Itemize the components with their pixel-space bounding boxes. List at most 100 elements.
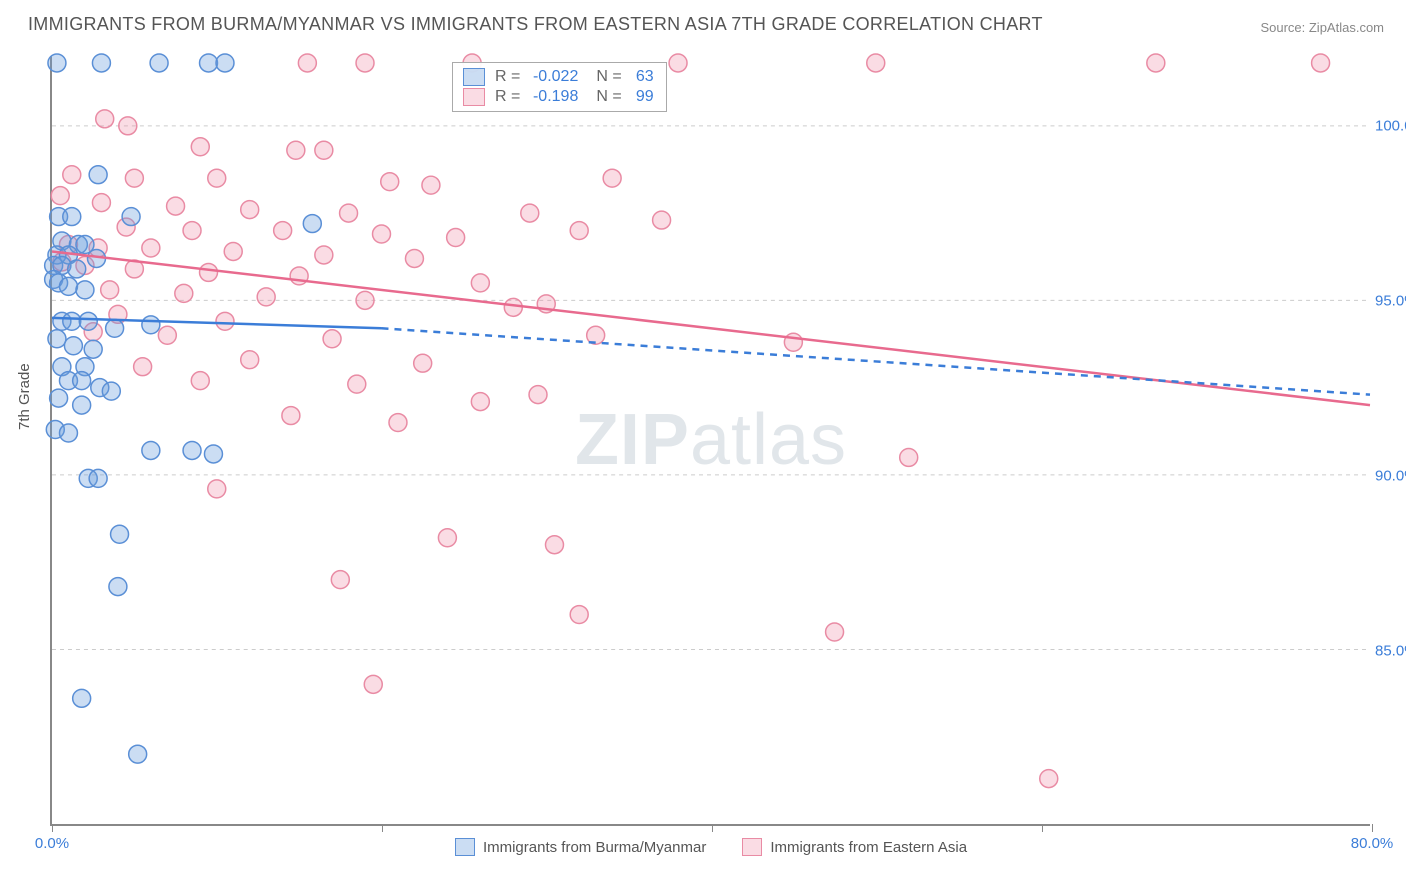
data-point bbox=[106, 319, 124, 337]
data-point bbox=[504, 298, 522, 316]
data-point bbox=[241, 201, 259, 219]
data-point bbox=[303, 215, 321, 233]
data-point bbox=[76, 281, 94, 299]
x-tick bbox=[52, 824, 53, 832]
data-point bbox=[101, 281, 119, 299]
data-point bbox=[79, 312, 97, 330]
data-point bbox=[142, 239, 160, 257]
x-tick bbox=[1042, 824, 1043, 832]
data-point bbox=[900, 448, 918, 466]
regression-line bbox=[382, 328, 1371, 394]
data-point bbox=[224, 243, 242, 261]
x-tick bbox=[382, 824, 383, 832]
data-point bbox=[364, 675, 382, 693]
legend-item-burma: Immigrants from Burma/Myanmar bbox=[455, 838, 706, 856]
y-tick-label: 85.0% bbox=[1375, 643, 1406, 660]
data-point bbox=[471, 393, 489, 411]
data-point bbox=[287, 141, 305, 159]
data-point bbox=[1147, 54, 1165, 72]
data-point bbox=[216, 54, 234, 72]
data-point bbox=[64, 337, 82, 355]
data-point bbox=[68, 260, 86, 278]
data-point bbox=[109, 578, 127, 596]
stats-row-burma: R = -0.022 N = 63 bbox=[463, 67, 654, 87]
burma-r-value: -0.022 bbox=[524, 68, 578, 86]
y-tick-label: 100.0% bbox=[1375, 118, 1406, 135]
data-point bbox=[826, 623, 844, 641]
r-label-2: R = bbox=[495, 88, 520, 106]
data-point bbox=[389, 414, 407, 432]
data-point bbox=[51, 187, 69, 205]
data-point bbox=[570, 606, 588, 624]
data-point bbox=[438, 529, 456, 547]
data-point bbox=[405, 249, 423, 267]
data-point bbox=[89, 166, 107, 184]
source-attribution: Source: ZipAtlas.com bbox=[1260, 20, 1384, 35]
stats-swatch-burma bbox=[463, 68, 485, 86]
data-point bbox=[381, 173, 399, 191]
data-point bbox=[167, 197, 185, 215]
data-point bbox=[150, 54, 168, 72]
data-point bbox=[158, 326, 176, 344]
data-point bbox=[1312, 54, 1330, 72]
plot-area: ZIPatlas 85.0%90.0%95.0%100.0% 0.0%80.0%… bbox=[50, 56, 1370, 826]
n-label-2: N = bbox=[596, 88, 621, 106]
data-point bbox=[59, 277, 77, 295]
x-tick bbox=[1372, 824, 1373, 832]
data-point bbox=[356, 291, 374, 309]
data-point bbox=[422, 176, 440, 194]
data-point bbox=[570, 222, 588, 240]
legend-item-eastern-asia: Immigrants from Eastern Asia bbox=[742, 838, 967, 856]
data-point bbox=[183, 441, 201, 459]
data-point bbox=[867, 54, 885, 72]
data-point bbox=[102, 382, 120, 400]
data-point bbox=[257, 288, 275, 306]
data-point bbox=[529, 386, 547, 404]
eastern-asia-n-value: 99 bbox=[626, 88, 654, 106]
n-label: N = bbox=[596, 68, 621, 86]
burma-n-value: 63 bbox=[626, 68, 654, 86]
data-point bbox=[200, 54, 218, 72]
r-label: R = bbox=[495, 68, 520, 86]
data-point bbox=[92, 54, 110, 72]
data-point bbox=[521, 204, 539, 222]
data-point bbox=[331, 571, 349, 589]
data-point bbox=[63, 312, 81, 330]
chart-title: IMMIGRANTS FROM BURMA/MYANMAR VS IMMIGRA… bbox=[28, 14, 1043, 35]
data-point bbox=[216, 312, 234, 330]
data-point bbox=[142, 316, 160, 334]
data-point bbox=[471, 274, 489, 292]
data-point bbox=[1040, 770, 1058, 788]
data-point bbox=[241, 351, 259, 369]
data-point bbox=[298, 54, 316, 72]
data-point bbox=[122, 208, 140, 226]
data-point bbox=[208, 480, 226, 498]
data-point bbox=[348, 375, 366, 393]
data-point bbox=[191, 138, 209, 156]
legend-label-burma: Immigrants from Burma/Myanmar bbox=[483, 839, 706, 856]
bottom-legend: Immigrants from Burma/Myanmar Immigrants… bbox=[52, 838, 1370, 856]
data-point bbox=[125, 169, 143, 187]
data-point bbox=[92, 194, 110, 212]
data-point bbox=[282, 407, 300, 425]
data-point bbox=[63, 166, 81, 184]
data-point bbox=[50, 389, 68, 407]
data-point bbox=[603, 169, 621, 187]
data-point bbox=[73, 372, 91, 390]
data-point bbox=[73, 689, 91, 707]
data-point bbox=[48, 330, 66, 348]
data-point bbox=[356, 54, 374, 72]
x-tick bbox=[712, 824, 713, 832]
data-point bbox=[111, 525, 129, 543]
data-point bbox=[546, 536, 564, 554]
data-point bbox=[191, 372, 209, 390]
data-point bbox=[89, 469, 107, 487]
eastern-asia-r-value: -0.198 bbox=[524, 88, 578, 106]
data-point bbox=[315, 246, 333, 264]
data-point bbox=[200, 263, 218, 281]
data-point bbox=[129, 745, 147, 763]
y-axis-label: 7th Grade bbox=[16, 363, 33, 430]
y-tick-label: 95.0% bbox=[1375, 293, 1406, 310]
data-point bbox=[340, 204, 358, 222]
data-point bbox=[119, 117, 137, 135]
